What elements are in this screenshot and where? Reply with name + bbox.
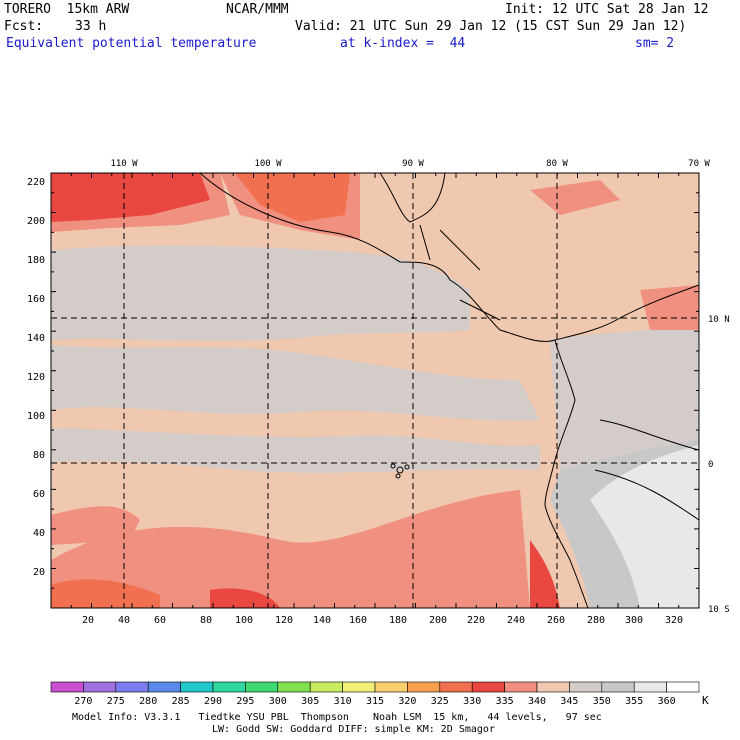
x-tick-label: 300	[625, 615, 643, 626]
lat-label-10n: 10 N	[708, 315, 730, 325]
lat-label-0: 0	[708, 460, 713, 470]
y-tick-label: 200	[27, 216, 45, 227]
y-tick-label: 220	[27, 177, 45, 188]
colorbar-swatch	[180, 681, 214, 693]
y-tick-label: 100	[27, 411, 45, 422]
lat-label-10s: 10 S	[708, 605, 730, 615]
colorbar-label: 310	[334, 696, 352, 707]
galapagos-islands	[390, 463, 410, 479]
y-tick-label: 180	[27, 255, 45, 266]
x-tick-label: 60	[154, 615, 166, 626]
forecast-hour-value: 33 h	[75, 19, 107, 34]
colorbar-swatch	[666, 681, 700, 693]
lon-label-100w: 100 W	[254, 159, 282, 169]
x-tick-label: 120	[275, 615, 293, 626]
x-tick-label: 80	[200, 615, 212, 626]
colorbar-swatch	[601, 681, 635, 693]
x-tick-label: 280	[587, 615, 605, 626]
colorbar-swatch	[536, 681, 570, 693]
x-tick-label: 40	[118, 615, 130, 626]
colorbar-label: 335	[496, 696, 514, 707]
x-tick-label: 160	[349, 615, 367, 626]
colorbar-swatch	[569, 681, 603, 693]
forecast-hour-label: Fcst:	[4, 19, 44, 34]
coastlines	[199, 173, 699, 608]
colorbar-swatch	[212, 681, 246, 693]
colorbar-swatch	[277, 681, 311, 693]
model-title: TORERO 15km ARW	[4, 2, 130, 17]
colorbar-swatch	[374, 681, 408, 693]
colorbar-label: 320	[398, 696, 416, 707]
colorbar-label: 280	[139, 696, 157, 707]
x-tick-label: 100	[235, 615, 253, 626]
colorbar-swatch	[245, 681, 279, 693]
smoothing-label: sm= 2	[635, 36, 675, 51]
x-tick-label: 200	[429, 615, 447, 626]
lon-label-110w: 110 W	[110, 159, 138, 169]
colorbar-swatch	[504, 681, 538, 693]
colorbar-label: 330	[463, 696, 481, 707]
colorbar-swatch	[407, 681, 441, 693]
lon-label-70w: 70 W	[688, 159, 710, 169]
colorbar-label: 275	[107, 696, 125, 707]
colorbar-label: 340	[528, 696, 546, 707]
colorbar-label: 355	[625, 696, 643, 707]
x-tick-label: 320	[665, 615, 683, 626]
colorbar-label: 360	[658, 696, 676, 707]
colorbar-label: 290	[204, 696, 222, 707]
y-tick-label: 140	[27, 333, 45, 344]
colorbar-swatch	[83, 681, 117, 693]
lon-label-80w: 80 W	[546, 159, 568, 169]
colorbar-label: 285	[172, 696, 190, 707]
colorbar-swatch	[342, 681, 376, 693]
model-info-line2: LW: Godd SW: Goddard DIFF: simple KM: 2D…	[212, 724, 495, 735]
colorbar-label: 350	[593, 696, 611, 707]
organization-label: NCAR/MMM	[226, 2, 289, 17]
colorbar-swatch	[115, 681, 149, 693]
y-tick-label: 80	[33, 450, 45, 461]
colorbar: 270 275 280 285 290 295 300 305 310 315 320 325 330 3…	[50, 681, 700, 707]
colorbar-label: 315	[366, 696, 384, 707]
y-tick-label: 160	[27, 294, 45, 305]
colorbar-swatch	[309, 681, 343, 693]
colorbar-label: 270	[74, 696, 92, 707]
y-tick-label: 60	[33, 489, 45, 500]
graticule	[51, 173, 699, 608]
y-tick-label: 20	[33, 567, 45, 578]
colorbar-label: 305	[301, 696, 319, 707]
colorbar-swatch	[439, 681, 473, 693]
y-tick-label: 40	[33, 528, 45, 539]
init-time: Init: 12 UTC Sat 28 Jan 12	[505, 2, 709, 17]
x-tick-label: 220	[467, 615, 485, 626]
y-tick-label: 120	[27, 372, 45, 383]
colorbar-unit: K	[702, 694, 709, 707]
colorbar-swatch	[471, 681, 505, 693]
field-name: Equivalent potential temperature	[6, 36, 257, 51]
x-tick-label: 140	[313, 615, 331, 626]
level-label: at k-index = 44	[340, 36, 466, 51]
x-tick-label: 240	[507, 615, 525, 626]
colorbar-swatch	[50, 681, 84, 693]
valid-time: Valid: 21 UTC Sun 29 Jan 12 (15 CST Sun …	[295, 19, 687, 34]
model-info-line1: Model Info: V3.3.1 Tiedtke YSU PBL Thomp…	[72, 712, 602, 723]
lon-label-90w: 90 W	[402, 159, 424, 169]
axis-ticks	[50, 172, 700, 609]
x-tick-label: 20	[82, 615, 94, 626]
colorbar-swatch	[633, 681, 667, 693]
colorbar-label: 325	[431, 696, 449, 707]
colorbar-label: 295	[236, 696, 254, 707]
x-tick-label: 260	[547, 615, 565, 626]
colorbar-label: 345	[560, 696, 578, 707]
colorbar-swatch	[147, 681, 181, 693]
colorbar-label: 300	[269, 696, 287, 707]
theta-e-field	[51, 173, 699, 608]
x-tick-label: 180	[389, 615, 407, 626]
